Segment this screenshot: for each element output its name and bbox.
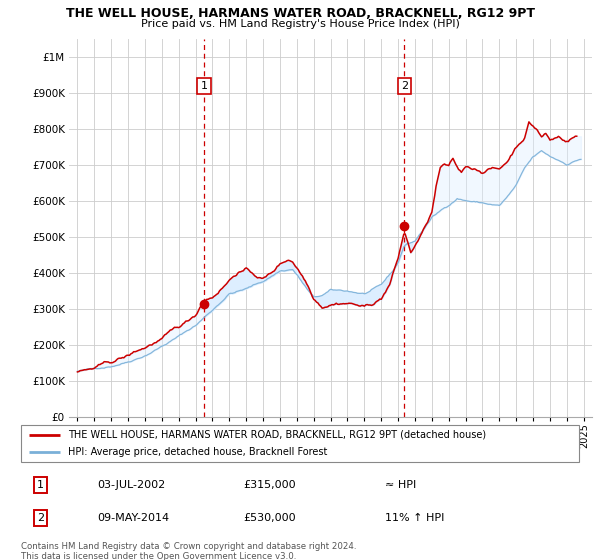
Text: THE WELL HOUSE, HARMANS WATER ROAD, BRACKNELL, RG12 9PT (detached house): THE WELL HOUSE, HARMANS WATER ROAD, BRAC… [68, 430, 486, 440]
Text: £315,000: £315,000 [244, 480, 296, 490]
Text: Contains HM Land Registry data © Crown copyright and database right 2024.
This d: Contains HM Land Registry data © Crown c… [21, 542, 356, 560]
Text: 11% ↑ HPI: 11% ↑ HPI [385, 513, 444, 523]
Text: 1: 1 [200, 81, 208, 91]
Text: 2: 2 [37, 513, 44, 523]
Text: 1: 1 [37, 480, 44, 490]
Text: 03-JUL-2002: 03-JUL-2002 [97, 480, 165, 490]
Text: ≈ HPI: ≈ HPI [385, 480, 416, 490]
Text: 2: 2 [401, 81, 408, 91]
FancyBboxPatch shape [21, 425, 578, 462]
Text: HPI: Average price, detached house, Bracknell Forest: HPI: Average price, detached house, Brac… [68, 447, 327, 458]
Text: THE WELL HOUSE, HARMANS WATER ROAD, BRACKNELL, RG12 9PT: THE WELL HOUSE, HARMANS WATER ROAD, BRAC… [65, 7, 535, 20]
Text: 09-MAY-2014: 09-MAY-2014 [97, 513, 169, 523]
Text: £530,000: £530,000 [244, 513, 296, 523]
Text: Price paid vs. HM Land Registry's House Price Index (HPI): Price paid vs. HM Land Registry's House … [140, 19, 460, 29]
